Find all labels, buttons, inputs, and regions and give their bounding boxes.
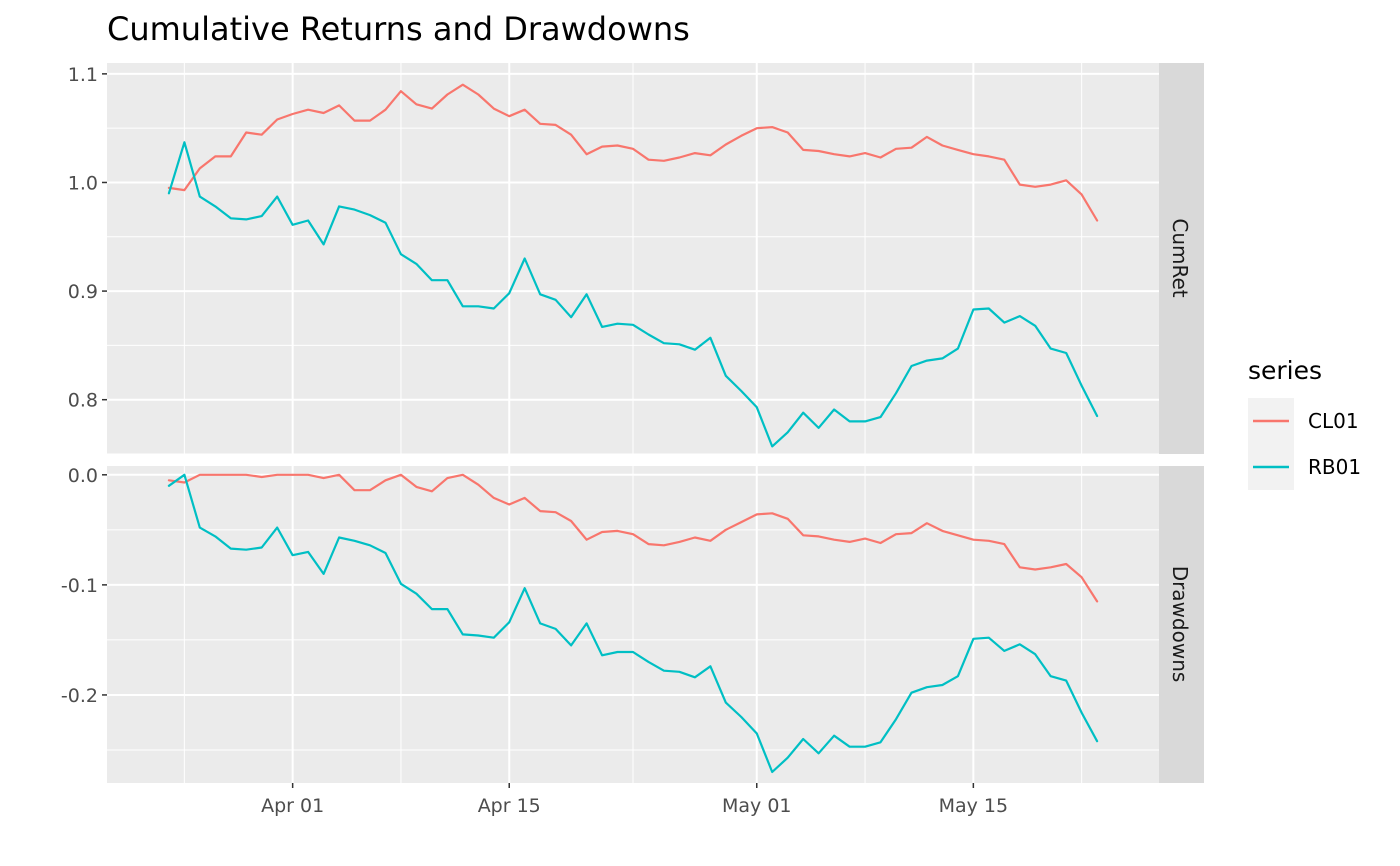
series-line-cl01 bbox=[167, 83, 1099, 222]
panel-lines bbox=[167, 83, 1099, 448]
strip-label-drawdowns: Drawdowns bbox=[1168, 566, 1192, 683]
legend-label: RB01 bbox=[1308, 455, 1361, 479]
x-tick-label: Apr 01 bbox=[261, 795, 324, 817]
series-line-rb01 bbox=[167, 473, 1099, 774]
y-tick-label: -0.1 bbox=[61, 575, 98, 597]
chart-title: Cumulative Returns and Drawdowns bbox=[107, 10, 690, 48]
series-line-rb01 bbox=[167, 141, 1099, 448]
strip-label-cumret: CumRet bbox=[1168, 218, 1192, 297]
legend-title: series bbox=[1248, 356, 1322, 385]
x-tick-label: Apr 15 bbox=[478, 795, 541, 817]
legend-label: CL01 bbox=[1308, 409, 1359, 433]
strip-background bbox=[1159, 63, 1204, 454]
legend-item-rb01: RB01 bbox=[1248, 444, 1361, 490]
x-axis: Apr 01 Apr 15 May 01 May 15 bbox=[261, 783, 1008, 817]
series-line-cl01 bbox=[167, 473, 1099, 603]
y-tick-label: 0.8 bbox=[68, 390, 98, 412]
y-tick-label: 0.0 bbox=[68, 465, 98, 487]
x-tick-label: May 15 bbox=[939, 795, 1009, 817]
x-tick-label: May 01 bbox=[722, 795, 792, 817]
y-tick-label: 1.1 bbox=[68, 64, 98, 86]
panel-grid bbox=[107, 63, 1159, 455]
panel-lines bbox=[167, 473, 1099, 774]
legend-item-cl01: CL01 bbox=[1248, 398, 1359, 444]
legend: series CL01 RB01 bbox=[1248, 356, 1361, 490]
y-tick-label: -0.2 bbox=[61, 685, 98, 707]
y-axis: -0.2 -0.1 0.0 bbox=[61, 465, 107, 707]
panel-cumret: CumRet 0.8 0.9 1.0 1.1 bbox=[68, 63, 1204, 455]
y-tick-label: 1.0 bbox=[68, 172, 98, 194]
y-tick-label: 0.9 bbox=[68, 281, 98, 303]
strip-background bbox=[1159, 466, 1204, 783]
y-axis: 0.8 0.9 1.0 1.1 bbox=[68, 64, 107, 412]
panel-drawdowns: Drawdowns -0.2 -0.1 0.0 bbox=[61, 465, 1204, 783]
